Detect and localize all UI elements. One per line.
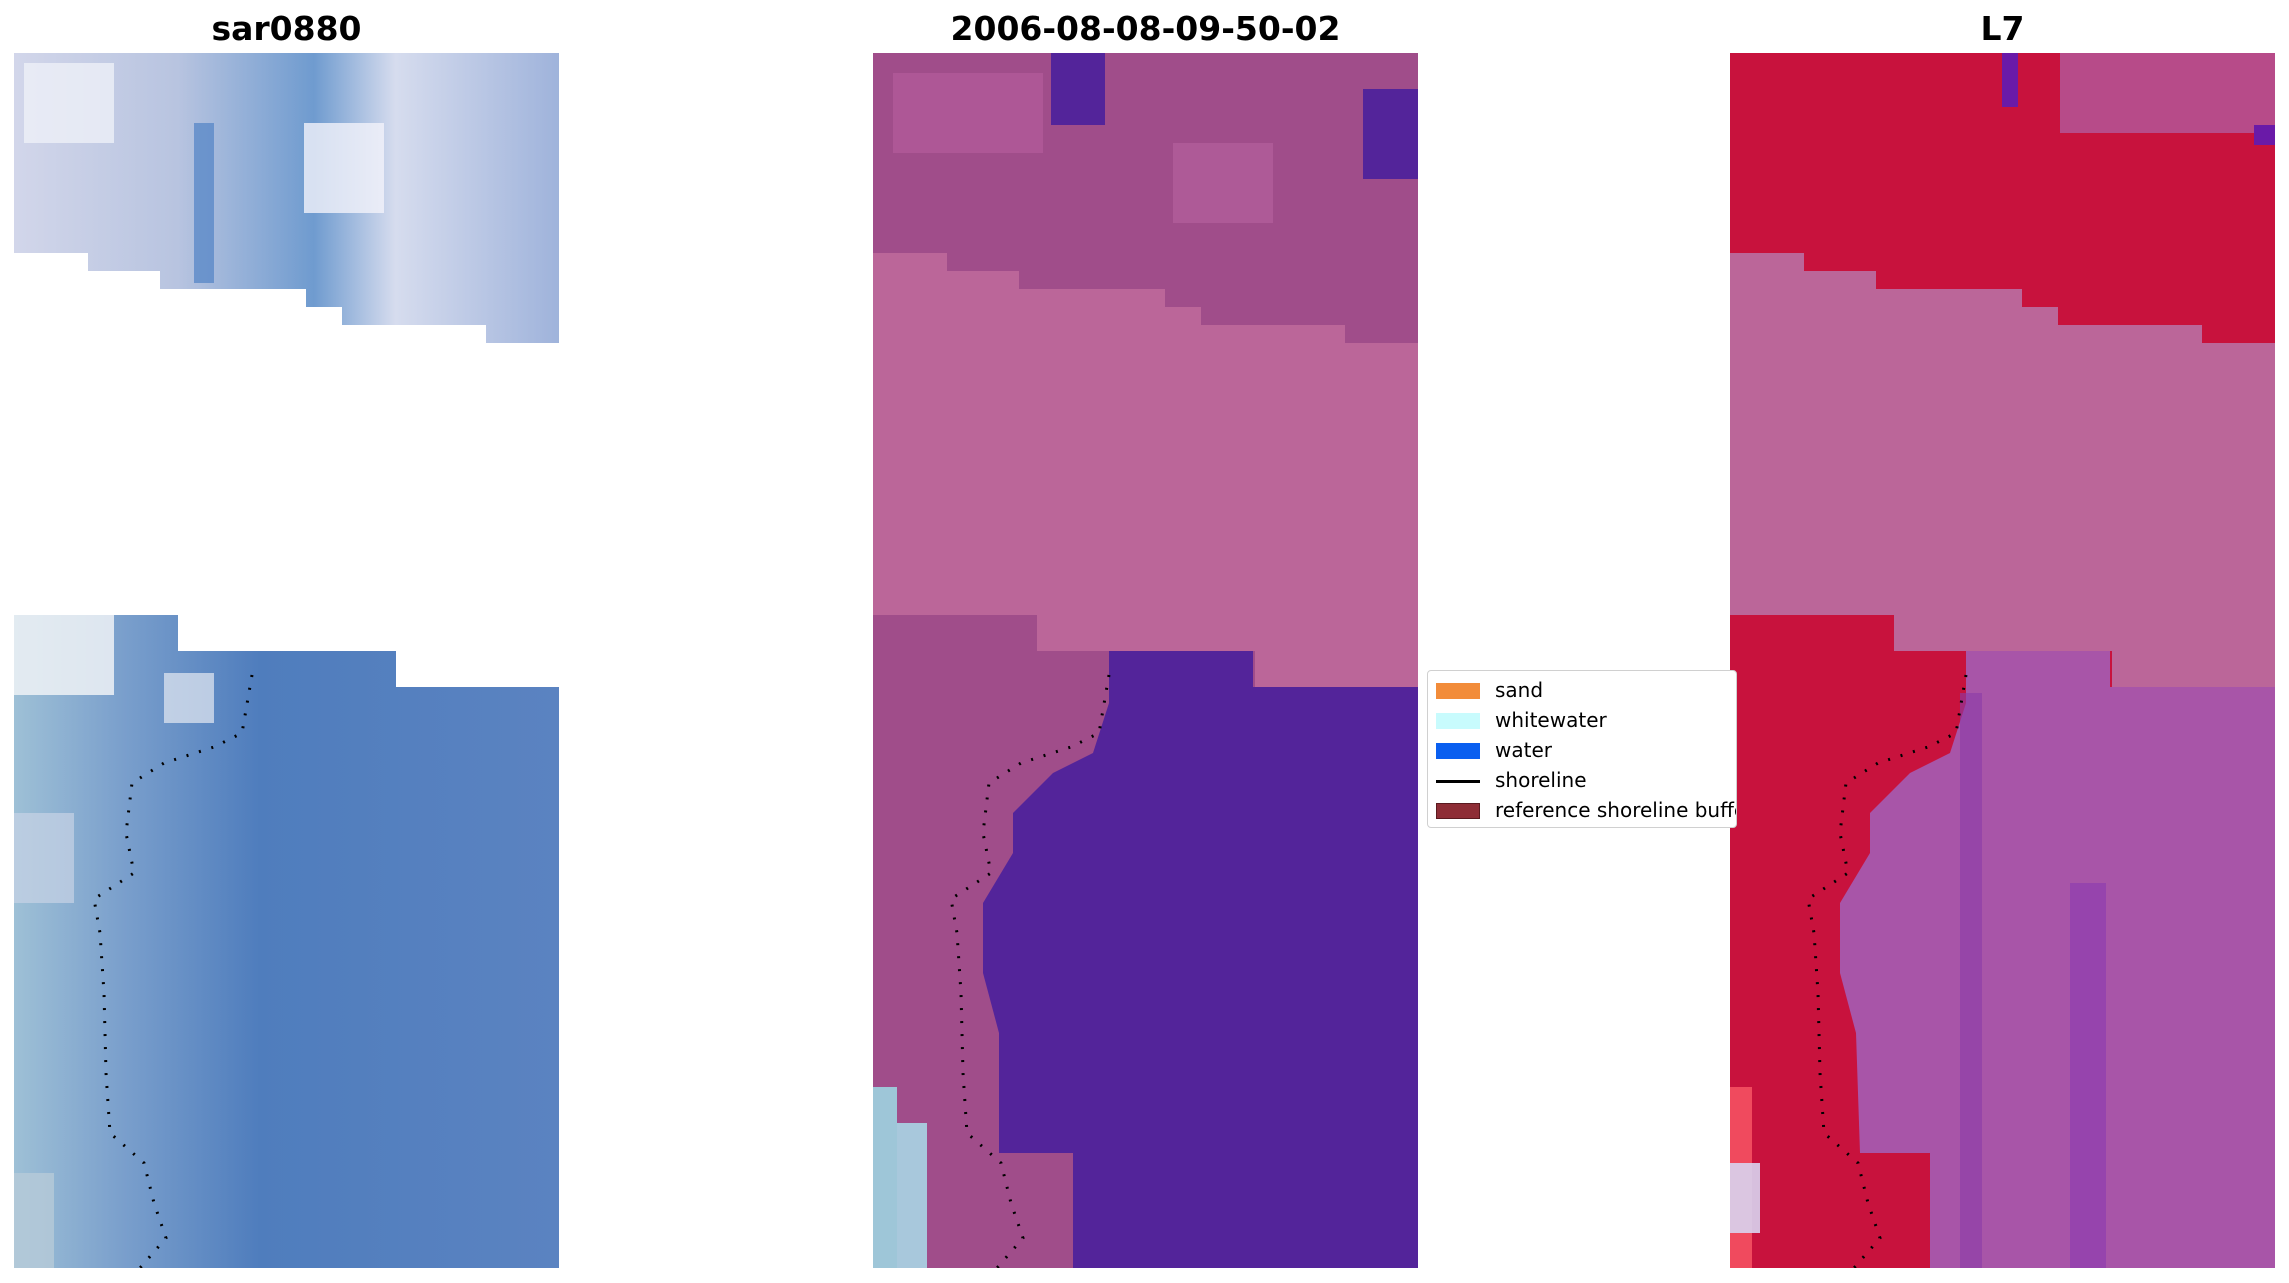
index-bright-patch <box>1730 1163 1760 1233</box>
legend-label: sand <box>1495 678 1544 702</box>
sand-swatch <box>1436 683 1480 699</box>
rgb-image-panel <box>14 53 559 1268</box>
classified-whitewater <box>897 1123 927 1268</box>
legend-label: reference shoreline buffer <box>1495 798 1737 822</box>
classified-image-panel <box>873 53 1418 1268</box>
index-purple-strip <box>2070 883 2106 1268</box>
legend: sand whitewater water shoreline referenc… <box>1427 670 1737 828</box>
rgb-bright-patch <box>24 63 114 143</box>
rgb-image <box>14 53 559 1268</box>
rgb-bright-patch <box>304 123 384 213</box>
shoreline-swatch <box>1436 780 1480 783</box>
legend-label: shoreline <box>1495 768 1587 792</box>
water-swatch <box>1436 743 1480 759</box>
rgb-bright-patch <box>14 1173 54 1268</box>
index-purple-bottom <box>1840 651 2275 1268</box>
legend-label: whitewater <box>1495 708 1607 732</box>
index-purple-patch <box>2254 125 2275 145</box>
panel-title-rgb: sar0880 <box>211 9 362 48</box>
index-purple-strip <box>2002 53 2018 107</box>
rgb-water-block <box>14 615 559 1268</box>
reference-buffer-swatch <box>1436 803 1480 819</box>
legend-label: water <box>1495 738 1552 762</box>
rgb-cloud-block <box>14 53 559 343</box>
classified-whitewater <box>873 1087 897 1268</box>
panel-title-classified: 2006-08-08-09-50-02 <box>950 9 1341 48</box>
classified-land-patch <box>1173 143 1273 223</box>
index-image <box>1730 53 2275 1268</box>
classified-water-patch <box>1051 53 1105 125</box>
index-purple-patch <box>2060 53 2275 133</box>
rgb-bright-patch <box>14 615 114 695</box>
classified-water-patch <box>1363 89 1418 179</box>
panel-title-ndwi: L7 <box>1980 9 2025 48</box>
classified-image <box>873 53 1418 1268</box>
classified-water-bottom <box>983 651 1418 1268</box>
whitewater-swatch <box>1436 713 1480 729</box>
rgb-bright-patch <box>14 813 74 903</box>
classified-land-patch <box>893 73 1043 153</box>
rgb-bright-patch <box>164 673 214 723</box>
index-image-panel <box>1730 53 2275 1268</box>
index-purple-strip <box>1960 693 1982 1268</box>
rgb-dark-strip <box>194 123 214 283</box>
